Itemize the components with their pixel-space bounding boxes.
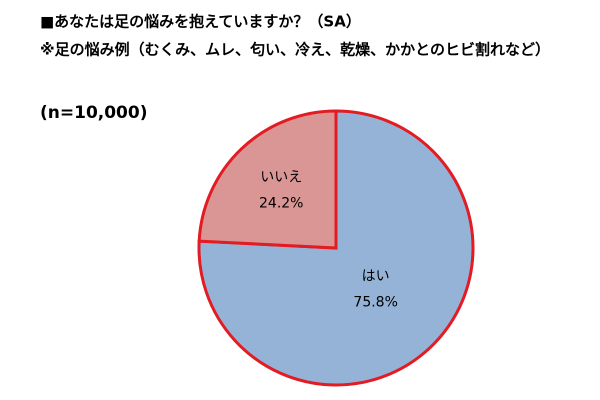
slice-label: いいえ bbox=[260, 169, 302, 185]
sample-size: (n=10,000) bbox=[40, 103, 148, 123]
pie-slice bbox=[197, 109, 338, 250]
chart-title: ■あなたは足の悩みを抱えていますか？（SA） bbox=[40, 13, 361, 31]
chart-subtitle: ※足の悩み例（むくみ、ムレ、匂い、冷え、乾燥、かかとのヒビ割れなど） bbox=[40, 41, 550, 59]
slice-label: はい bbox=[362, 269, 390, 285]
slice-value: 24.2% bbox=[259, 195, 303, 211]
slice-value: 75.8% bbox=[353, 295, 397, 311]
